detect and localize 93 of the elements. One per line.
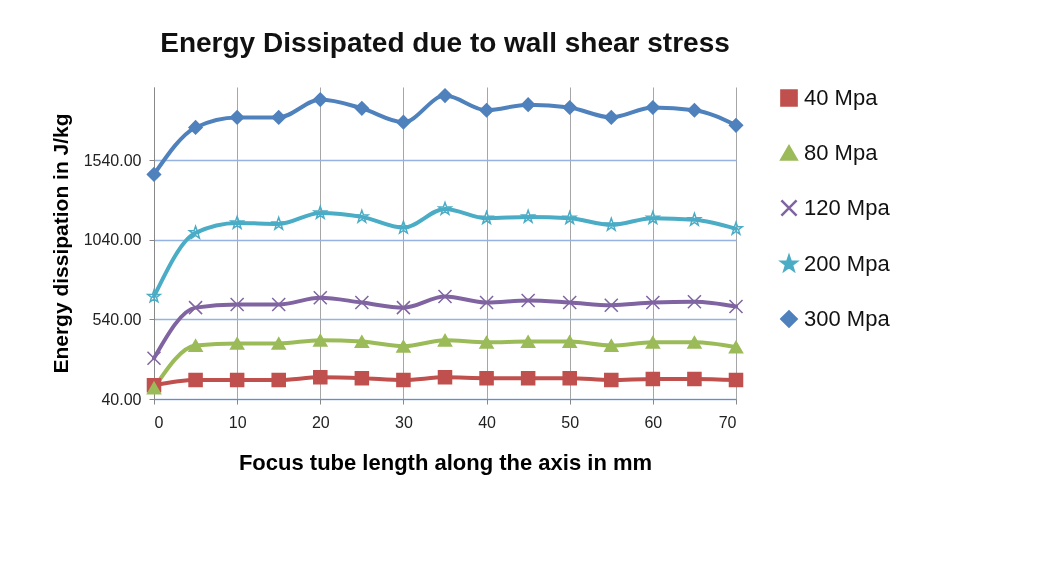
point bbox=[562, 335, 577, 348]
point bbox=[687, 335, 702, 349]
point bbox=[229, 110, 245, 125]
x-tick-label: 0 bbox=[154, 413, 164, 431]
point bbox=[687, 102, 702, 118]
point bbox=[313, 333, 328, 347]
point bbox=[728, 118, 744, 133]
point bbox=[313, 290, 328, 306]
point bbox=[230, 215, 245, 229]
point bbox=[520, 97, 536, 112]
legend-label: 300 Mpa bbox=[804, 306, 891, 331]
x-tick-label: 40 bbox=[478, 413, 497, 431]
point bbox=[604, 297, 619, 313]
point bbox=[313, 92, 328, 107]
point bbox=[645, 210, 660, 225]
chart-title: Energy Dissipated due to wall shear stress bbox=[160, 27, 730, 59]
point bbox=[728, 299, 744, 314]
point bbox=[146, 167, 162, 182]
point bbox=[437, 88, 453, 103]
x-tick-label: 10 bbox=[228, 413, 247, 431]
point bbox=[396, 114, 411, 130]
point bbox=[562, 295, 577, 310]
y-axis-title: Energy dissipation in J/kg bbox=[48, 113, 72, 374]
point bbox=[437, 289, 453, 304]
point bbox=[313, 370, 328, 385]
point bbox=[146, 350, 162, 366]
point bbox=[437, 370, 453, 385]
point bbox=[188, 339, 203, 352]
legend-label: 120 Mpa bbox=[804, 195, 891, 220]
point bbox=[479, 370, 494, 386]
point bbox=[271, 297, 286, 312]
x-tick-label: 30 bbox=[395, 413, 413, 431]
y-tick-label: 540.00 bbox=[92, 310, 142, 328]
point bbox=[521, 209, 536, 223]
point bbox=[479, 102, 494, 118]
point bbox=[645, 371, 661, 387]
point bbox=[728, 372, 744, 388]
point bbox=[479, 335, 494, 349]
point bbox=[562, 210, 577, 225]
x-axis-title: Focus tube length along the axis in mm bbox=[238, 449, 653, 475]
point bbox=[396, 220, 411, 234]
point bbox=[396, 372, 411, 388]
point bbox=[604, 339, 619, 352]
point bbox=[271, 337, 286, 350]
point bbox=[604, 217, 619, 231]
point bbox=[645, 335, 661, 349]
point bbox=[271, 372, 286, 388]
legend-label: 80 Mpa bbox=[804, 140, 879, 165]
point bbox=[562, 100, 577, 115]
y-tick-label: 1040.00 bbox=[83, 231, 142, 249]
point bbox=[438, 201, 452, 215]
point bbox=[229, 372, 245, 388]
point bbox=[479, 295, 494, 310]
point bbox=[687, 371, 702, 387]
point bbox=[520, 370, 536, 386]
point bbox=[147, 289, 161, 303]
point bbox=[396, 300, 411, 315]
point bbox=[354, 370, 370, 386]
point bbox=[188, 225, 203, 239]
point bbox=[729, 221, 743, 235]
point bbox=[229, 337, 245, 350]
point bbox=[396, 339, 411, 353]
point bbox=[562, 370, 577, 386]
y-tick-label: 1540.00 bbox=[83, 151, 142, 169]
legend-label: 200 Mpa bbox=[804, 251, 891, 276]
point bbox=[313, 205, 328, 219]
point bbox=[479, 210, 494, 225]
point bbox=[188, 300, 203, 315]
x-tick-label: 50 bbox=[561, 413, 580, 431]
point bbox=[520, 293, 536, 308]
point bbox=[188, 120, 203, 135]
y-tick-label: 40.00 bbox=[101, 390, 142, 408]
point bbox=[604, 372, 619, 388]
point bbox=[687, 294, 702, 310]
point bbox=[271, 110, 286, 125]
point bbox=[520, 335, 536, 348]
point bbox=[229, 297, 245, 312]
x-tick-label: 60 bbox=[644, 413, 663, 431]
point bbox=[354, 101, 370, 116]
legend-label: 40 Mpa bbox=[804, 85, 879, 110]
point bbox=[354, 209, 369, 223]
point bbox=[354, 335, 370, 348]
point bbox=[271, 216, 286, 230]
point bbox=[728, 340, 744, 354]
point bbox=[188, 372, 203, 388]
point bbox=[645, 100, 661, 115]
x-tick-label: 20 bbox=[311, 413, 330, 431]
point bbox=[604, 110, 619, 125]
point bbox=[687, 212, 702, 226]
point bbox=[645, 295, 661, 310]
point bbox=[354, 295, 370, 310]
point bbox=[437, 333, 453, 347]
x-tick-label: 70 bbox=[718, 413, 737, 431]
